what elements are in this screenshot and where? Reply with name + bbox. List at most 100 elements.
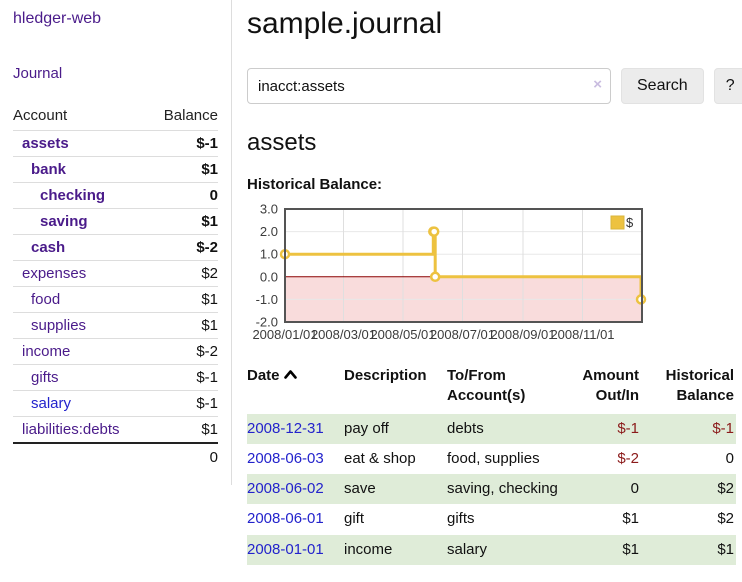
help-button[interactable]: ?: [713, 68, 742, 104]
account-row: expenses $2: [13, 260, 218, 287]
account-name-cell: expenses: [13, 261, 149, 287]
account-balance: $-2: [196, 239, 218, 256]
col-header-description: Description: [344, 367, 427, 384]
sidebar-account-expenses[interactable]: expenses: [22, 265, 87, 282]
svg-text:2008/01/01: 2008/01/01: [252, 327, 317, 342]
sidebar-account-gifts[interactable]: gifts: [31, 369, 59, 386]
account-row: liabilities:debts $1: [13, 416, 218, 444]
svg-text:2008/05/01: 2008/05/01: [370, 327, 435, 342]
search-button[interactable]: Search: [621, 68, 704, 104]
sidebar-account-assets[interactable]: assets: [22, 135, 69, 152]
accounts-cell: debts: [447, 419, 484, 437]
transaction-date-link[interactable]: 2008-06-03: [247, 449, 324, 467]
svg-text:3.0: 3.0: [260, 202, 278, 217]
sidebar-account-food[interactable]: food: [31, 291, 61, 308]
svg-text:2008/07/01: 2008/07/01: [430, 327, 495, 342]
account-row: saving $1: [13, 208, 218, 235]
account-balance: $-2: [196, 343, 218, 360]
transaction-date-link[interactable]: 2008-01-01: [247, 540, 324, 558]
sidebar-account-cash[interactable]: cash: [31, 239, 66, 256]
balance-cell: $2: [717, 480, 734, 497]
plot-border: [284, 208, 643, 323]
accounts-cell: salary: [447, 540, 488, 558]
sidebar-account-bank[interactable]: bank: [31, 161, 67, 178]
transaction-row: 2008-06-01 gift gifts $1 $2: [247, 504, 736, 534]
sort-asc-icon: [283, 370, 297, 379]
account-row: cash $-2: [13, 234, 218, 261]
accounts-total-spacer: [13, 443, 149, 471]
transactions-body: 2008-12-31 pay off debts $-1 $-1 2008-06-03 ea…: [247, 413, 736, 565]
accounts-header-balance: Balance: [163, 107, 218, 124]
sidebar-account-saving[interactable]: saving: [40, 213, 88, 230]
sidebar-account-income[interactable]: income: [22, 343, 71, 360]
transactions-header-row: Date Description To/From Account(s) Amount O…: [247, 364, 736, 414]
transaction-date-link[interactable]: 2008-06-02: [247, 480, 324, 497]
search-input[interactable]: [247, 68, 611, 104]
accounts-cell: gifts: [447, 510, 475, 528]
svg-text:2008/09/01: 2008/09/01: [490, 327, 555, 342]
legend-label: $: [626, 215, 634, 230]
account-name-cell: assets: [13, 131, 149, 157]
description-cell: gift: [344, 510, 365, 528]
account-balance: $-1: [196, 395, 218, 412]
account-name-cell: supplies: [13, 313, 149, 339]
balance-cell: $1: [717, 540, 734, 558]
transaction-row: 2008-06-02 save saving, checking 0 $2: [247, 474, 736, 505]
account-name-cell: bank: [13, 157, 149, 183]
chart-container: 3.0 2.0 1.0 0.0 -1.0 -2.0 2008/01/01 2008/03/01…: [247, 201, 742, 351]
clear-search-icon[interactable]: ×: [593, 76, 602, 93]
account-balance: $1: [201, 421, 218, 438]
data-point-marker: [428, 226, 440, 237]
legend-swatch: [610, 215, 625, 230]
brand-link[interactable]: hledger-web: [13, 10, 102, 27]
account-name-cell: liabilities:debts: [13, 417, 149, 444]
account-row: bank $1: [13, 156, 218, 183]
date-cell: 2008-06-02: [247, 474, 344, 504]
svg-text:2008/11/01: 2008/11/01: [550, 327, 614, 342]
amount-cell: $-2: [617, 449, 639, 467]
sidebar-account-salary[interactable]: salary: [31, 395, 72, 412]
account-balance: $-1: [196, 369, 218, 386]
accounts-table: Account Balance assets $-1 bank $1 checking 0…: [13, 104, 218, 471]
account-balance: $1: [201, 291, 218, 308]
accounts-header-row: Account Balance: [13, 104, 218, 131]
account-row: income $-2: [13, 338, 218, 365]
transaction-date-link[interactable]: 2008-06-01: [247, 510, 324, 528]
account-row: salary $-1: [13, 390, 218, 417]
description-cell: eat & shop: [344, 449, 416, 467]
main-content: sample.journal × Search ? assets Histori…: [232, 0, 742, 582]
description-cell: income: [344, 540, 393, 558]
sidebar-account-supplies[interactable]: supplies: [31, 317, 87, 334]
sidebar-account-liabilities-debts[interactable]: liabilities:debts: [22, 421, 120, 438]
nav-journal-link[interactable]: Journal: [13, 65, 63, 82]
col-header-date[interactable]: Date: [247, 364, 344, 414]
historical-balance-chart: 3.0 2.0 1.0 0.0 -1.0 -2.02008/01/012008/03/01…: [252, 202, 647, 342]
account-balance: 0: [209, 187, 218, 204]
account-row: checking 0: [13, 182, 218, 209]
transaction-date-link[interactable]: 2008-12-31: [247, 419, 324, 437]
transaction-row: 2008-06-03 eat & shop food, supplies $-2 0: [247, 444, 736, 474]
account-balance: $1: [201, 213, 218, 230]
transaction-row: 2008-01-01 income salary $1 $1: [247, 534, 736, 565]
account-balance: $2: [201, 265, 218, 282]
account-name-cell: gifts: [13, 365, 149, 391]
account-row: gifts $-1: [13, 364, 218, 391]
amount-cell: $1: [622, 540, 639, 558]
account-row: food $1: [13, 286, 218, 313]
date-cell: 2008-01-01: [247, 535, 344, 565]
page-title: sample.journal: [247, 7, 443, 40]
description-cell: pay off: [344, 419, 389, 437]
sidebar-account-checking[interactable]: checking: [40, 187, 106, 204]
account-name-cell: food: [13, 287, 149, 313]
date-cell: 2008-06-01: [247, 504, 344, 534]
amount-cell: $1: [622, 510, 639, 528]
account-balance: $1: [201, 317, 218, 334]
account-row: supplies $1: [13, 312, 218, 339]
accounts-body: assets $-1 bank $1 checking 0 saving $1 cash $-2 e…: [13, 130, 218, 444]
sidebar: hledger-web Journal Account Balance asse…: [0, 0, 232, 485]
svg-text:-2.0: -2.0: [256, 315, 278, 330]
account-balance: $-1: [196, 135, 218, 152]
date-cell: 2008-12-31: [247, 414, 344, 444]
amount-cell: $-1: [617, 419, 639, 437]
account-name-cell: saving: [13, 209, 149, 235]
